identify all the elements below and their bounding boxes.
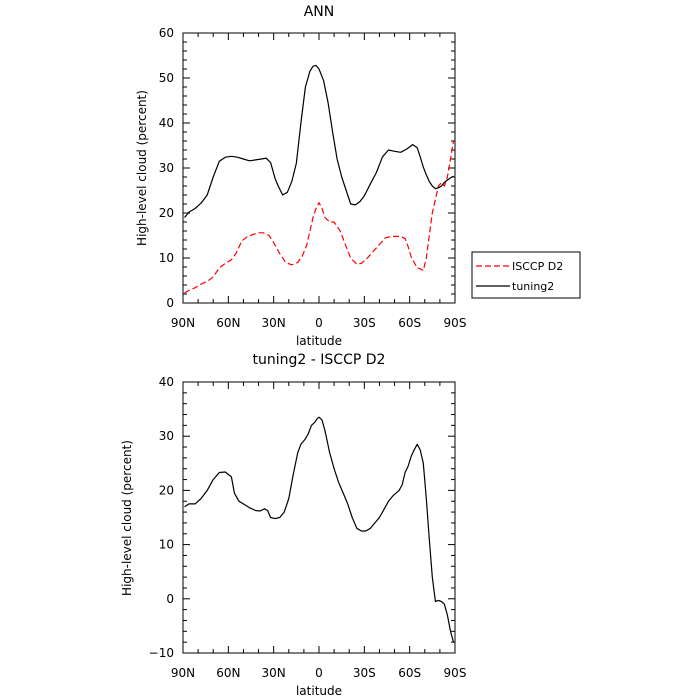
bottom-series-line-0 — [184, 416, 455, 643]
x-tick-label: 90N — [171, 316, 195, 330]
x-tick-label: 90S — [444, 666, 467, 680]
y-tick-label: 20 — [159, 483, 174, 497]
y-tick-label: 20 — [159, 206, 174, 220]
x-tick-label: 30N — [262, 316, 286, 330]
x-tick-label: 30S — [353, 316, 376, 330]
y-tick-label: −10 — [149, 646, 174, 660]
x-tick-label: 30S — [353, 666, 376, 680]
top-panel: ANN 0 10 20 30 40 50 60 90N 60N 30N 0 30S 60S 90S lat… — [135, 4, 466, 348]
y-tick-label: 30 — [159, 161, 174, 175]
legend-label-isccp: ISCCP D2 — [512, 260, 563, 273]
bottom-series-group — [184, 416, 455, 643]
bottom-panel: tuning2 - ISCCP D2 −10 0 10 20 30 40 90N 60N 30N… — [120, 352, 466, 698]
top-y-axis-label: High-level cloud (percent) — [135, 90, 149, 246]
legend-label-tuning2: tuning2 — [512, 280, 554, 293]
x-tick-label: 0 — [315, 316, 323, 330]
legend: ISCCP D2 tuning2 — [471, 251, 581, 299]
bottom-axis-ticks — [182, 381, 456, 654]
bottom-chart-title: tuning2 - ISCCP D2 — [253, 352, 386, 368]
top-x-axis-label: latitude — [296, 334, 342, 348]
y-tick-label: 40 — [159, 375, 174, 389]
y-tick-label: 10 — [159, 538, 174, 552]
y-tick-label: 60 — [159, 26, 174, 40]
x-tick-label: 60S — [398, 316, 421, 330]
bottom-plot-frame — [182, 381, 456, 654]
y-tick-label: 50 — [159, 71, 174, 85]
y-tick-label: 0 — [166, 296, 174, 310]
top-chart-title: ANN — [304, 4, 335, 20]
x-tick-label: 90N — [171, 666, 195, 680]
y-tick-label: 30 — [159, 429, 174, 443]
x-tick-label: 60S — [398, 666, 421, 680]
y-tick-label: 10 — [159, 251, 174, 265]
bottom-y-axis-label: High-level cloud (percent) — [120, 440, 134, 596]
top-series-line-isccp-d2 — [184, 140, 455, 294]
x-tick-label: 60N — [216, 316, 240, 330]
bottom-x-axis-label: latitude — [296, 684, 342, 698]
top-series-line-tuning2 — [184, 64, 454, 218]
x-tick-label: 60N — [216, 666, 240, 680]
y-tick-label: 40 — [159, 116, 174, 130]
top-tick-labels: 0 10 20 30 40 50 60 90N 60N 30N 0 30S 60S 90S — [159, 26, 467, 330]
y-tick-label: 0 — [166, 592, 174, 606]
legend-box — [471, 251, 581, 299]
bottom-tick-labels: −10 0 10 20 30 40 90N 60N 30N 0 30S 60S 90S — [149, 375, 467, 680]
top-series-group — [184, 64, 455, 294]
x-tick-label: 0 — [315, 666, 323, 680]
x-tick-label: 90S — [444, 316, 467, 330]
x-tick-label: 30N — [262, 666, 286, 680]
